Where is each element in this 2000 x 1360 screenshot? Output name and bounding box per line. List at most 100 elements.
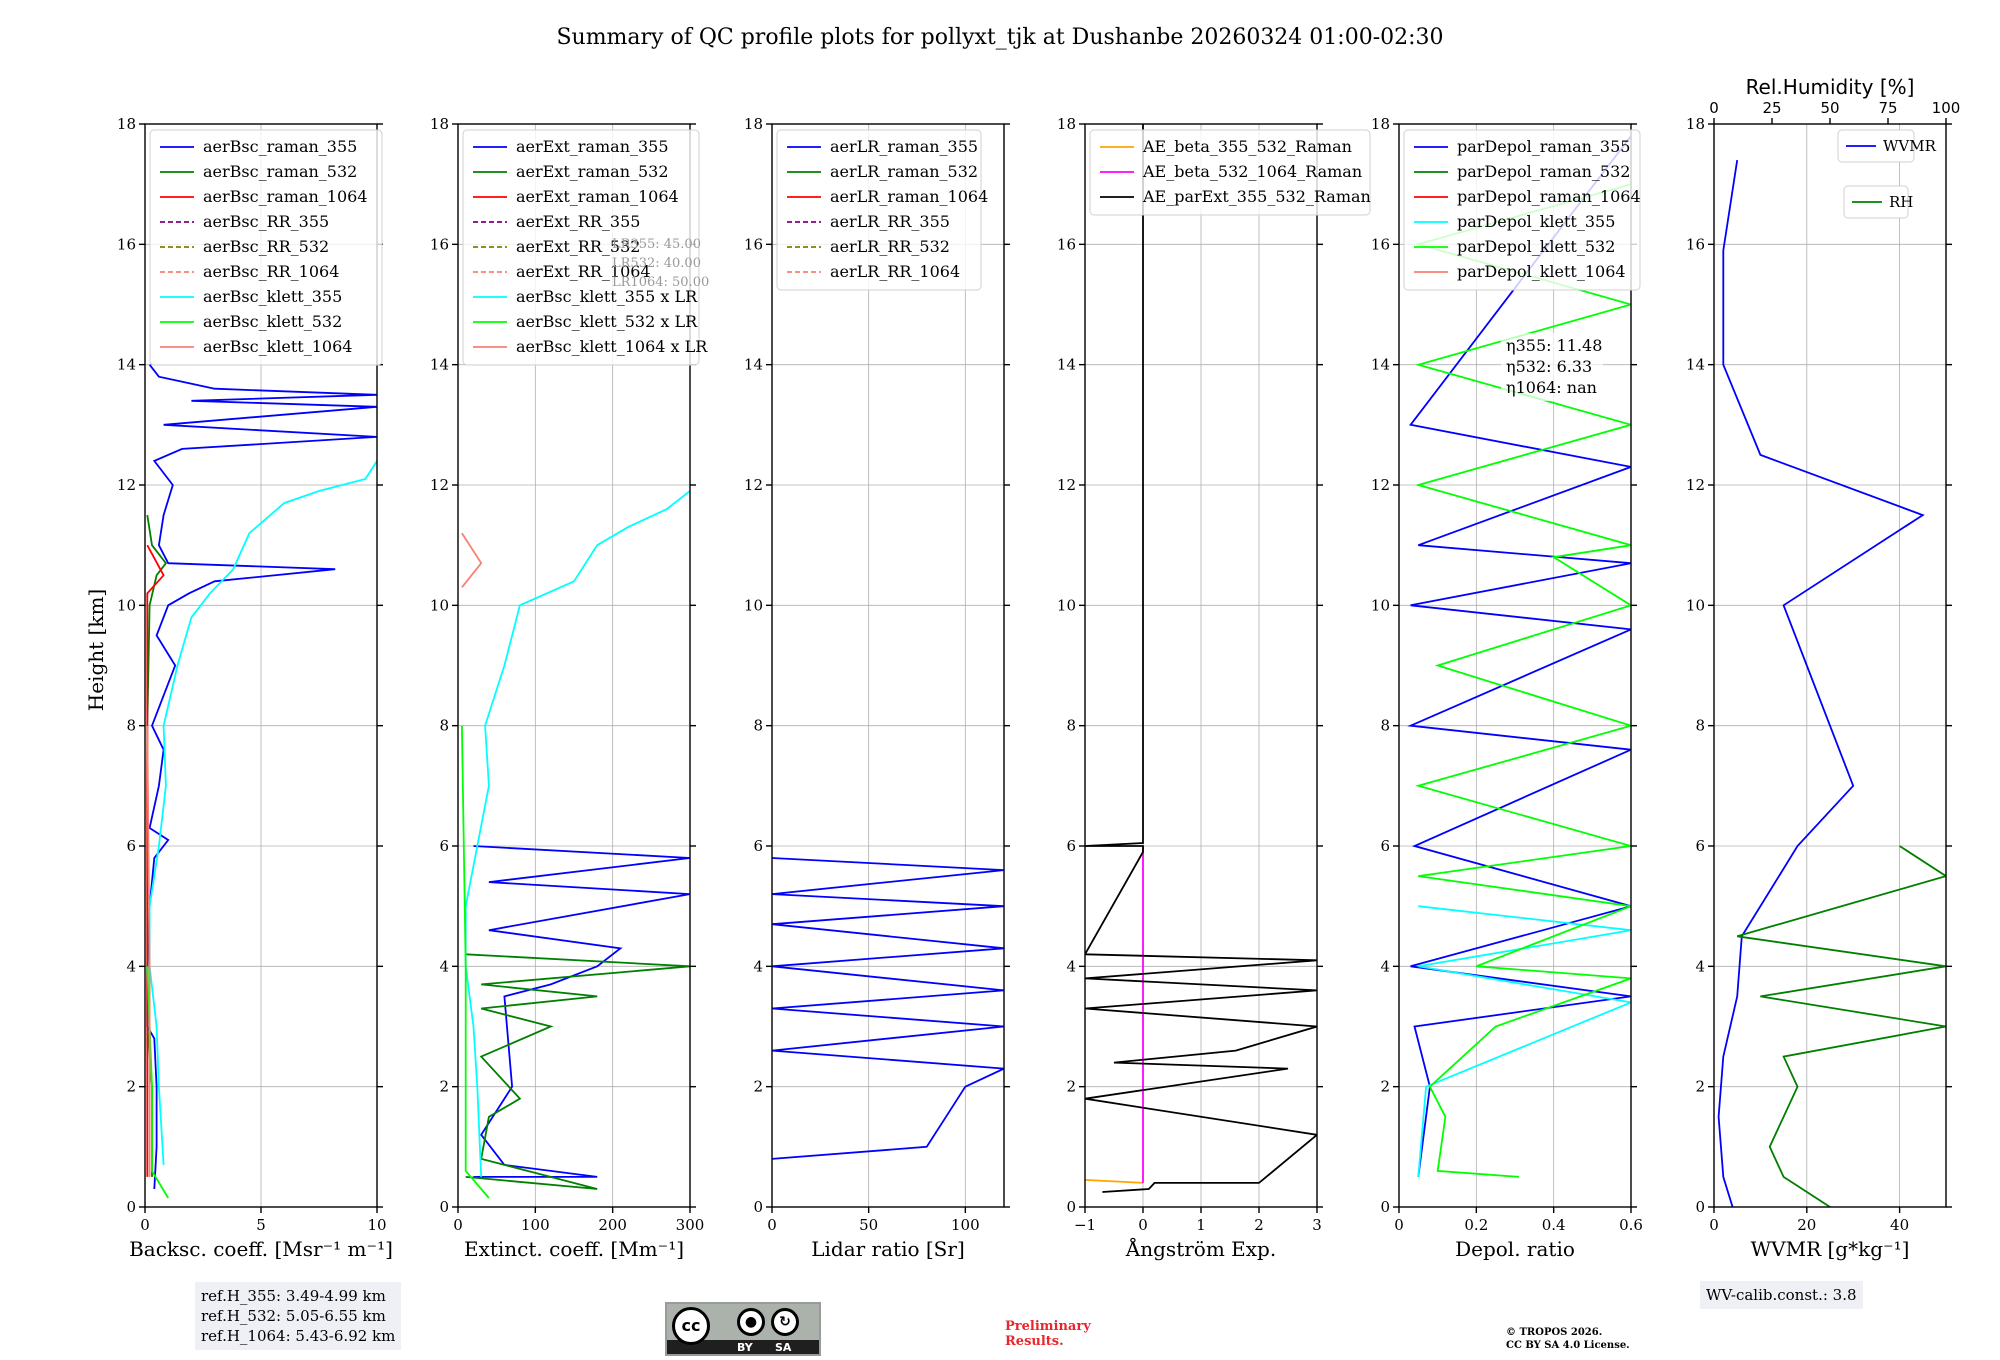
y-tick-label: 12 [1371, 476, 1390, 494]
series-line-aerExt_raman_355 [473, 845, 690, 1178]
legend-label: aerBsc_RR_532 [203, 237, 329, 256]
y-tick-label: 16 [117, 235, 136, 253]
y-tick-label: 8 [1380, 717, 1390, 735]
series-line-aerBsc_klett_1064 [146, 725, 151, 1177]
ref-height-532: ref.H_532: 5.05-6.55 km [201, 1307, 386, 1325]
y-axis-label: Height [km] [84, 589, 108, 711]
y-tick-label: 16 [1057, 235, 1076, 253]
legend-label: aerLR_raman_355 [830, 137, 978, 156]
legend-label: aerExt_RR_1064 [516, 262, 651, 281]
series-group [1407, 135, 1631, 1178]
y-tick-label: 14 [117, 356, 136, 374]
wv-calib-box: WV-calib.const.: 3.8 [1700, 1281, 1863, 1309]
series-line-AE_parExt_355_532_Raman [1085, 124, 1317, 1193]
y-tick-label: 18 [1371, 115, 1390, 133]
y-tick-label: 18 [1057, 115, 1076, 133]
x-tick-label: 300 [676, 1216, 705, 1234]
y-tick-label: 8 [1695, 717, 1705, 735]
y-tick-label: 12 [117, 476, 136, 494]
top-x-tick-label: 75 [1878, 99, 1897, 117]
y-tick-label: 18 [117, 115, 136, 133]
x-tick-label: 100 [951, 1216, 980, 1234]
y-tick-label: 14 [744, 356, 763, 374]
series-group [1085, 124, 1317, 1193]
wv-calib-constant: WV-calib.const.: 3.8 [1706, 1286, 1857, 1304]
y-tick-label: 4 [753, 957, 763, 975]
x-tick-label: 0.4 [1542, 1216, 1566, 1234]
lidar-ratio-label: LR1064: 50.00 [612, 275, 709, 290]
y-tick-label: 4 [1380, 957, 1390, 975]
y-tick-label: 6 [753, 837, 763, 855]
by-attribution-icon: ● [737, 1308, 765, 1336]
x-tick-label: 0 [453, 1216, 463, 1234]
x-axis-label: WVMR [g*kg⁻¹] [1751, 1237, 1910, 1261]
series-group [146, 364, 377, 1199]
x-tick-label: 5 [256, 1216, 266, 1234]
y-tick-label: 4 [1695, 957, 1705, 975]
y-tick-label: 0 [1380, 1198, 1390, 1216]
y-tick-label: 8 [753, 717, 763, 735]
legend-label: aerExt_RR_355 [516, 212, 640, 231]
legend-label: aerLR_raman_1064 [830, 187, 988, 206]
top-x-tick-label: 0 [1709, 99, 1719, 117]
legend-label: parDepol_raman_532 [1457, 162, 1630, 181]
y-tick-label: 10 [1686, 596, 1705, 614]
y-tick-label: 0 [1695, 1198, 1705, 1216]
legend-box [149, 129, 383, 366]
legend-label: aerBsc_klett_1064 [203, 337, 352, 356]
y-tick-label: 10 [744, 596, 763, 614]
y-tick-label: 14 [430, 356, 449, 374]
panel-depol: 0 2 4 6 8 10 12 14 16 18 0 0.2 0.4 0.6 Depol. ratio par… [1371, 115, 1643, 1261]
legend-label: AE_beta_532_1064_Raman [1142, 162, 1362, 181]
legend-label: parDepol_klett_355 [1457, 212, 1615, 231]
y-tick-label: 2 [1695, 1078, 1705, 1096]
top-x-tick-label: 100 [1932, 99, 1961, 117]
series-line-aerExt_raman_532 [465, 953, 690, 1190]
x-tick-label: 0 [1138, 1216, 1148, 1234]
series-line-aerBsc_klett_1064 x LR [461, 532, 483, 588]
y-tick-label: 0 [439, 1198, 449, 1216]
legend-label: aerBsc_raman_355 [203, 137, 357, 156]
y-tick-label: 12 [430, 476, 449, 494]
x-tick-label: 0 [1709, 1216, 1719, 1234]
x-tick-label: 200 [598, 1216, 627, 1234]
series-line-WVMR [1717, 159, 1925, 1207]
series-line-parDepol_raman_355 [1407, 135, 1631, 1178]
x-tick-label: 0.2 [1464, 1216, 1488, 1234]
axes-frame [1713, 123, 1947, 1208]
y-tick-label: 18 [1686, 115, 1705, 133]
x-axis-label: Ångström Exp. [1125, 1236, 1276, 1261]
y-tick-label: 6 [1380, 837, 1390, 855]
legend-label: aerLR_raman_532 [830, 162, 978, 181]
sa-share-alike-icon: ↻ [771, 1308, 799, 1336]
legend-label: aerExt_raman_532 [516, 162, 669, 181]
legend-label: aerBsc_RR_355 [203, 212, 329, 231]
y-tick-label: 4 [1066, 957, 1076, 975]
series-line-aerBsc_raman_1064 [146, 544, 165, 1177]
cc-logo-icon: cc [672, 1307, 710, 1345]
y-tick-label: 2 [753, 1078, 763, 1096]
panel-backscatter: 0 2 4 6 8 10 12 14 16 18 0 5 10 Backsc. coeff. [Msr⁻¹… [117, 115, 393, 1261]
y-tick-label: 0 [1066, 1198, 1076, 1216]
y-tick-label: 8 [439, 717, 449, 735]
y-tick-label: 10 [430, 596, 449, 614]
ref-height-1064: ref.H_1064: 5.43-6.92 km [201, 1327, 396, 1345]
legend-label: aerLR_RR_355 [830, 212, 950, 231]
legend-label: RH [1889, 193, 1913, 211]
legend-label: aerExt_raman_355 [516, 137, 669, 156]
x-tick-label: 0 [767, 1216, 777, 1234]
legend-label: aerExt_raman_1064 [516, 187, 679, 206]
series-line-aerLR_raman_355 [772, 857, 1004, 1160]
x-axis-label: Lidar ratio [Sr] [811, 1237, 965, 1261]
y-tick-label: 6 [1066, 837, 1076, 855]
eta-annotation: η532: 6.33 [1506, 357, 1592, 376]
y-tick-label: 16 [1371, 235, 1390, 253]
x-tick-label: −1 [1074, 1216, 1096, 1234]
series-line-aerBsc_klett_532 x LR [461, 725, 490, 1199]
y-tick-label: 14 [1686, 356, 1705, 374]
x-tick-label: 0 [1394, 1216, 1404, 1234]
preliminary-line-1: Preliminary [1005, 1319, 1091, 1334]
